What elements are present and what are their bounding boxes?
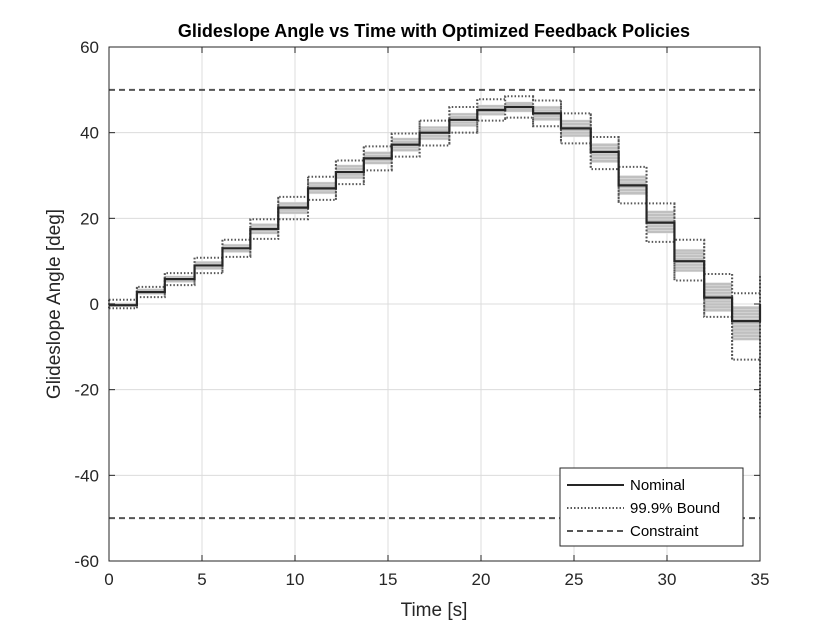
x-tick-label: 20 <box>472 570 491 589</box>
x-tick-label: 30 <box>658 570 677 589</box>
y-tick-label: -60 <box>74 552 99 571</box>
legend-label-constraint: Constraint <box>630 523 699 540</box>
legend-label-nominal: Nominal <box>630 477 685 494</box>
chart-title: Glideslope Angle vs Time with Optimized … <box>178 21 690 41</box>
x-tick-label: 10 <box>286 570 305 589</box>
y-tick-label: 0 <box>90 295 99 314</box>
x-tick-label: 0 <box>104 570 113 589</box>
x-axis-label: Time [s] <box>401 600 468 621</box>
x-tick-label: 15 <box>379 570 398 589</box>
sample-band-segment <box>732 306 760 341</box>
legend-label-bound: 99.9% Bound <box>630 500 720 517</box>
x-tick-label: 35 <box>751 570 770 589</box>
y-axis-label: Glideslope Angle [deg] <box>44 209 65 399</box>
y-tick-label: 20 <box>80 209 99 228</box>
y-tick-label: -20 <box>74 381 99 400</box>
axis-ticks: 0 5 10 15 20 25 30 35 -60 -40 -20 0 20 40 60 <box>74 38 769 589</box>
y-tick-label: 60 <box>80 38 99 57</box>
legend: Nominal 99.9% Bound Constraint <box>559 467 744 547</box>
nominal-line <box>109 105 762 323</box>
legend-box <box>559 467 744 547</box>
x-tick-label: 25 <box>565 570 584 589</box>
y-tick-label: -40 <box>74 466 99 485</box>
y-tick-label: 40 <box>80 124 99 143</box>
x-tick-label: 5 <box>197 570 206 589</box>
